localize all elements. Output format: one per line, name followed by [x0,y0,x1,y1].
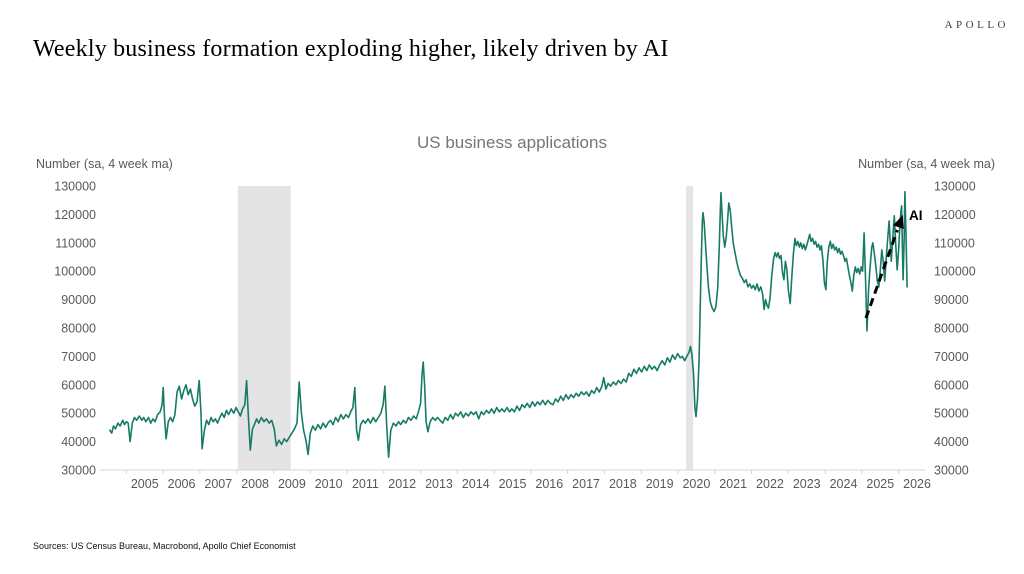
x-tick-label: 2008 [241,477,269,491]
page-title: Weekly business formation exploding high… [33,36,669,62]
x-tick-label: 2021 [719,477,747,491]
data-line [109,190,908,459]
y-tick-label-left: 130000 [54,180,96,194]
x-tick-label: 2015 [499,477,527,491]
x-tick-label: 2013 [425,477,453,491]
x-tick-label: 2018 [609,477,637,491]
x-tick-label: 2007 [204,477,232,491]
y-tick-label-left: 90000 [61,293,96,307]
x-tick-label: 2025 [866,477,894,491]
y-tick-label-left: 60000 [61,378,96,392]
y-tick-label-right: 70000 [934,350,969,364]
y-tick-label-right: 50000 [934,407,969,421]
y-tick-label-right: 120000 [934,208,976,222]
ai-arrow-line [864,229,899,319]
x-tick-label: 2012 [388,477,416,491]
apollo-logo: APOLLO [944,19,1009,31]
x-tick-label: 2005 [131,477,159,491]
x-tick-label: 2026 [903,477,931,491]
x-tick-label: 2017 [572,477,600,491]
ai-arrow-head [893,214,904,230]
y-tick-label-right: 80000 [934,322,969,336]
ai-annotation-label: AI [909,208,923,223]
y-tick-label-left: 120000 [54,208,96,222]
recession-band [686,186,694,470]
x-tick-label: 2024 [830,477,858,491]
x-tick-label: 2011 [352,477,379,491]
x-tick-label: 2020 [682,477,710,491]
y-tick-label-right: 60000 [934,378,969,392]
y-tick-label-left: 30000 [61,464,96,478]
y-tick-label-right: 90000 [934,293,969,307]
y-tick-label-right: 100000 [934,265,976,279]
y-axis-caption-right: Number (sa, 4 week ma) [858,157,995,171]
x-tick-label: 2023 [793,477,821,491]
y-tick-label-left: 40000 [61,435,96,449]
y-tick-label-left: 110000 [55,236,96,250]
x-tick-label: 2019 [646,477,674,491]
sources-text: Sources: US Census Bureau, Macrobond, Ap… [33,541,296,551]
y-tick-label-right: 110000 [934,236,975,250]
y-tick-label-left: 50000 [61,407,96,421]
recession-band [237,186,291,470]
x-tick-label: 2009 [278,477,306,491]
chart-title: US business applications [417,133,607,152]
y-tick-label-right: 40000 [934,435,969,449]
y-tick-label-left: 70000 [61,350,96,364]
x-tick-label: 2016 [535,477,563,491]
x-tick-label: 2006 [168,477,196,491]
y-axis-caption-left: Number (sa, 4 week ma) [36,157,173,171]
y-tick-label-right: 30000 [934,464,969,478]
x-tick-label: 2014 [462,477,490,491]
x-tick-label: 2010 [315,477,343,491]
y-tick-label-left: 80000 [61,322,96,336]
y-tick-label-left: 100000 [54,265,96,279]
x-tick-label: 2022 [756,477,784,491]
y-tick-label-right: 130000 [934,180,976,194]
